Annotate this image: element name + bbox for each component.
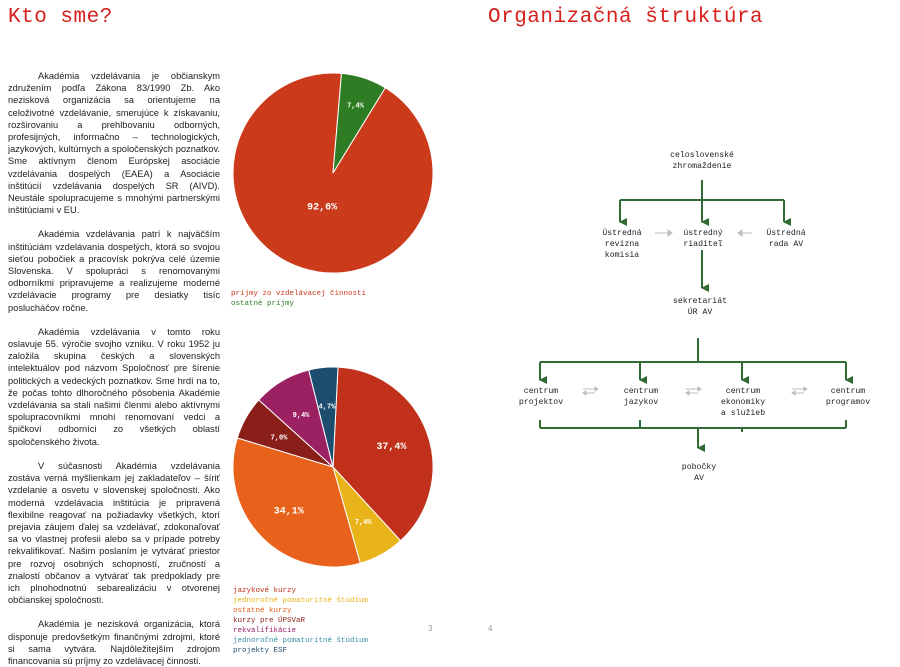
page-heading-right: Organizačná štruktúra [488,6,764,29]
pie-slice [232,437,361,568]
legend-item: projekty ESF [233,647,288,655]
income-pie-svg: 92,6% 7,4% [232,72,434,274]
org-node-general-assembly: celoslovenské zhromaždenie [670,151,734,171]
pie-slice-label: 34,1% [274,506,304,517]
pie-slice-label: 9,4% [293,412,311,420]
org-node-economics-center: centrum ekonomiky a služieb [720,387,766,418]
paragraph-3: Akadémia vzdelávania v tomto roku oslavu… [8,326,220,447]
org-node-secretariat: sekretariát ÚR AV [672,297,728,317]
pie-slice-label: 7,4% [355,519,373,527]
pie-slice-label: 4,7% [319,403,337,411]
paragraph-4: V súčasnosti Akadémia vzdelávania zostáv… [8,460,220,606]
legend-item: príjmy zo vzdelávacej činnosti [231,290,367,298]
pie-slice [332,366,434,542]
org-node-director: ústredný riaditeľ [683,229,723,249]
org-node-projects-center: centrum projektov [518,387,564,407]
left-page: Kto sme? Akadémia vzdelávania je občians… [0,0,450,666]
income-legend: príjmy zo vzdelávacej činnosti ostatné p… [231,289,366,309]
pie-slice-label: 7,0% [271,434,289,442]
org-node-central-council: Ústredná rada AV [766,229,806,249]
page-number-right: 4 [488,624,493,633]
legend-item: jednoročné pomaturitné štúdium [233,637,369,645]
legend-item: jazykové kurzy [233,587,297,595]
activity-legend: jazykové kurzy jednoročné pomaturitné št… [233,586,450,656]
body-text: Akadémia vzdelávania je občianskym združ… [8,70,220,667]
org-node-branches: pobočky AV [681,463,717,483]
activity-pie-svg: 37,4% 7,4% 34,1% 7,0% 9,4% 4,7% [232,366,434,568]
org-node-audit-commission: Ústredná revízna komisia [602,229,642,260]
pie-slice [308,366,339,468]
legend-item: ostatné kurzy [233,607,292,615]
legend-item: jednoročné pomaturitné štúdium [233,597,369,605]
pie-slice-label: 7,4% [347,103,365,111]
paragraph-1: Akadémia vzdelávania je občianskym združ… [8,71,220,216]
page-heading-left: Kto sme? [8,6,113,29]
paragraph-2: Akadémia vzdelávania patrí k najväčším i… [8,229,220,313]
pie-slice-label: 37,4% [376,442,406,453]
legend-item: kurzy pre ÚPSVaR [233,617,306,625]
pie-slice [332,72,386,174]
paragraph-5: Akadémia je nezisková organizácia, ktorá… [8,619,220,666]
legend-item: ostatné príjmy [231,300,295,308]
right-page: Organizačná štruktúra 4 [450,0,900,635]
legend-item: rekvalifikácie [233,627,297,635]
org-node-programs-center: centrum programov [825,387,871,407]
page-number-left: 3 [428,624,433,633]
org-node-languages-center: centrum jazykov [623,387,659,407]
activity-pie-chart: 37,4% 7,4% 34,1% 7,0% 9,4% 4,7% [228,362,438,572]
pie-slice-label: 92,6% [307,202,337,213]
income-pie-chart: 92,6% 7,4% [228,68,438,278]
